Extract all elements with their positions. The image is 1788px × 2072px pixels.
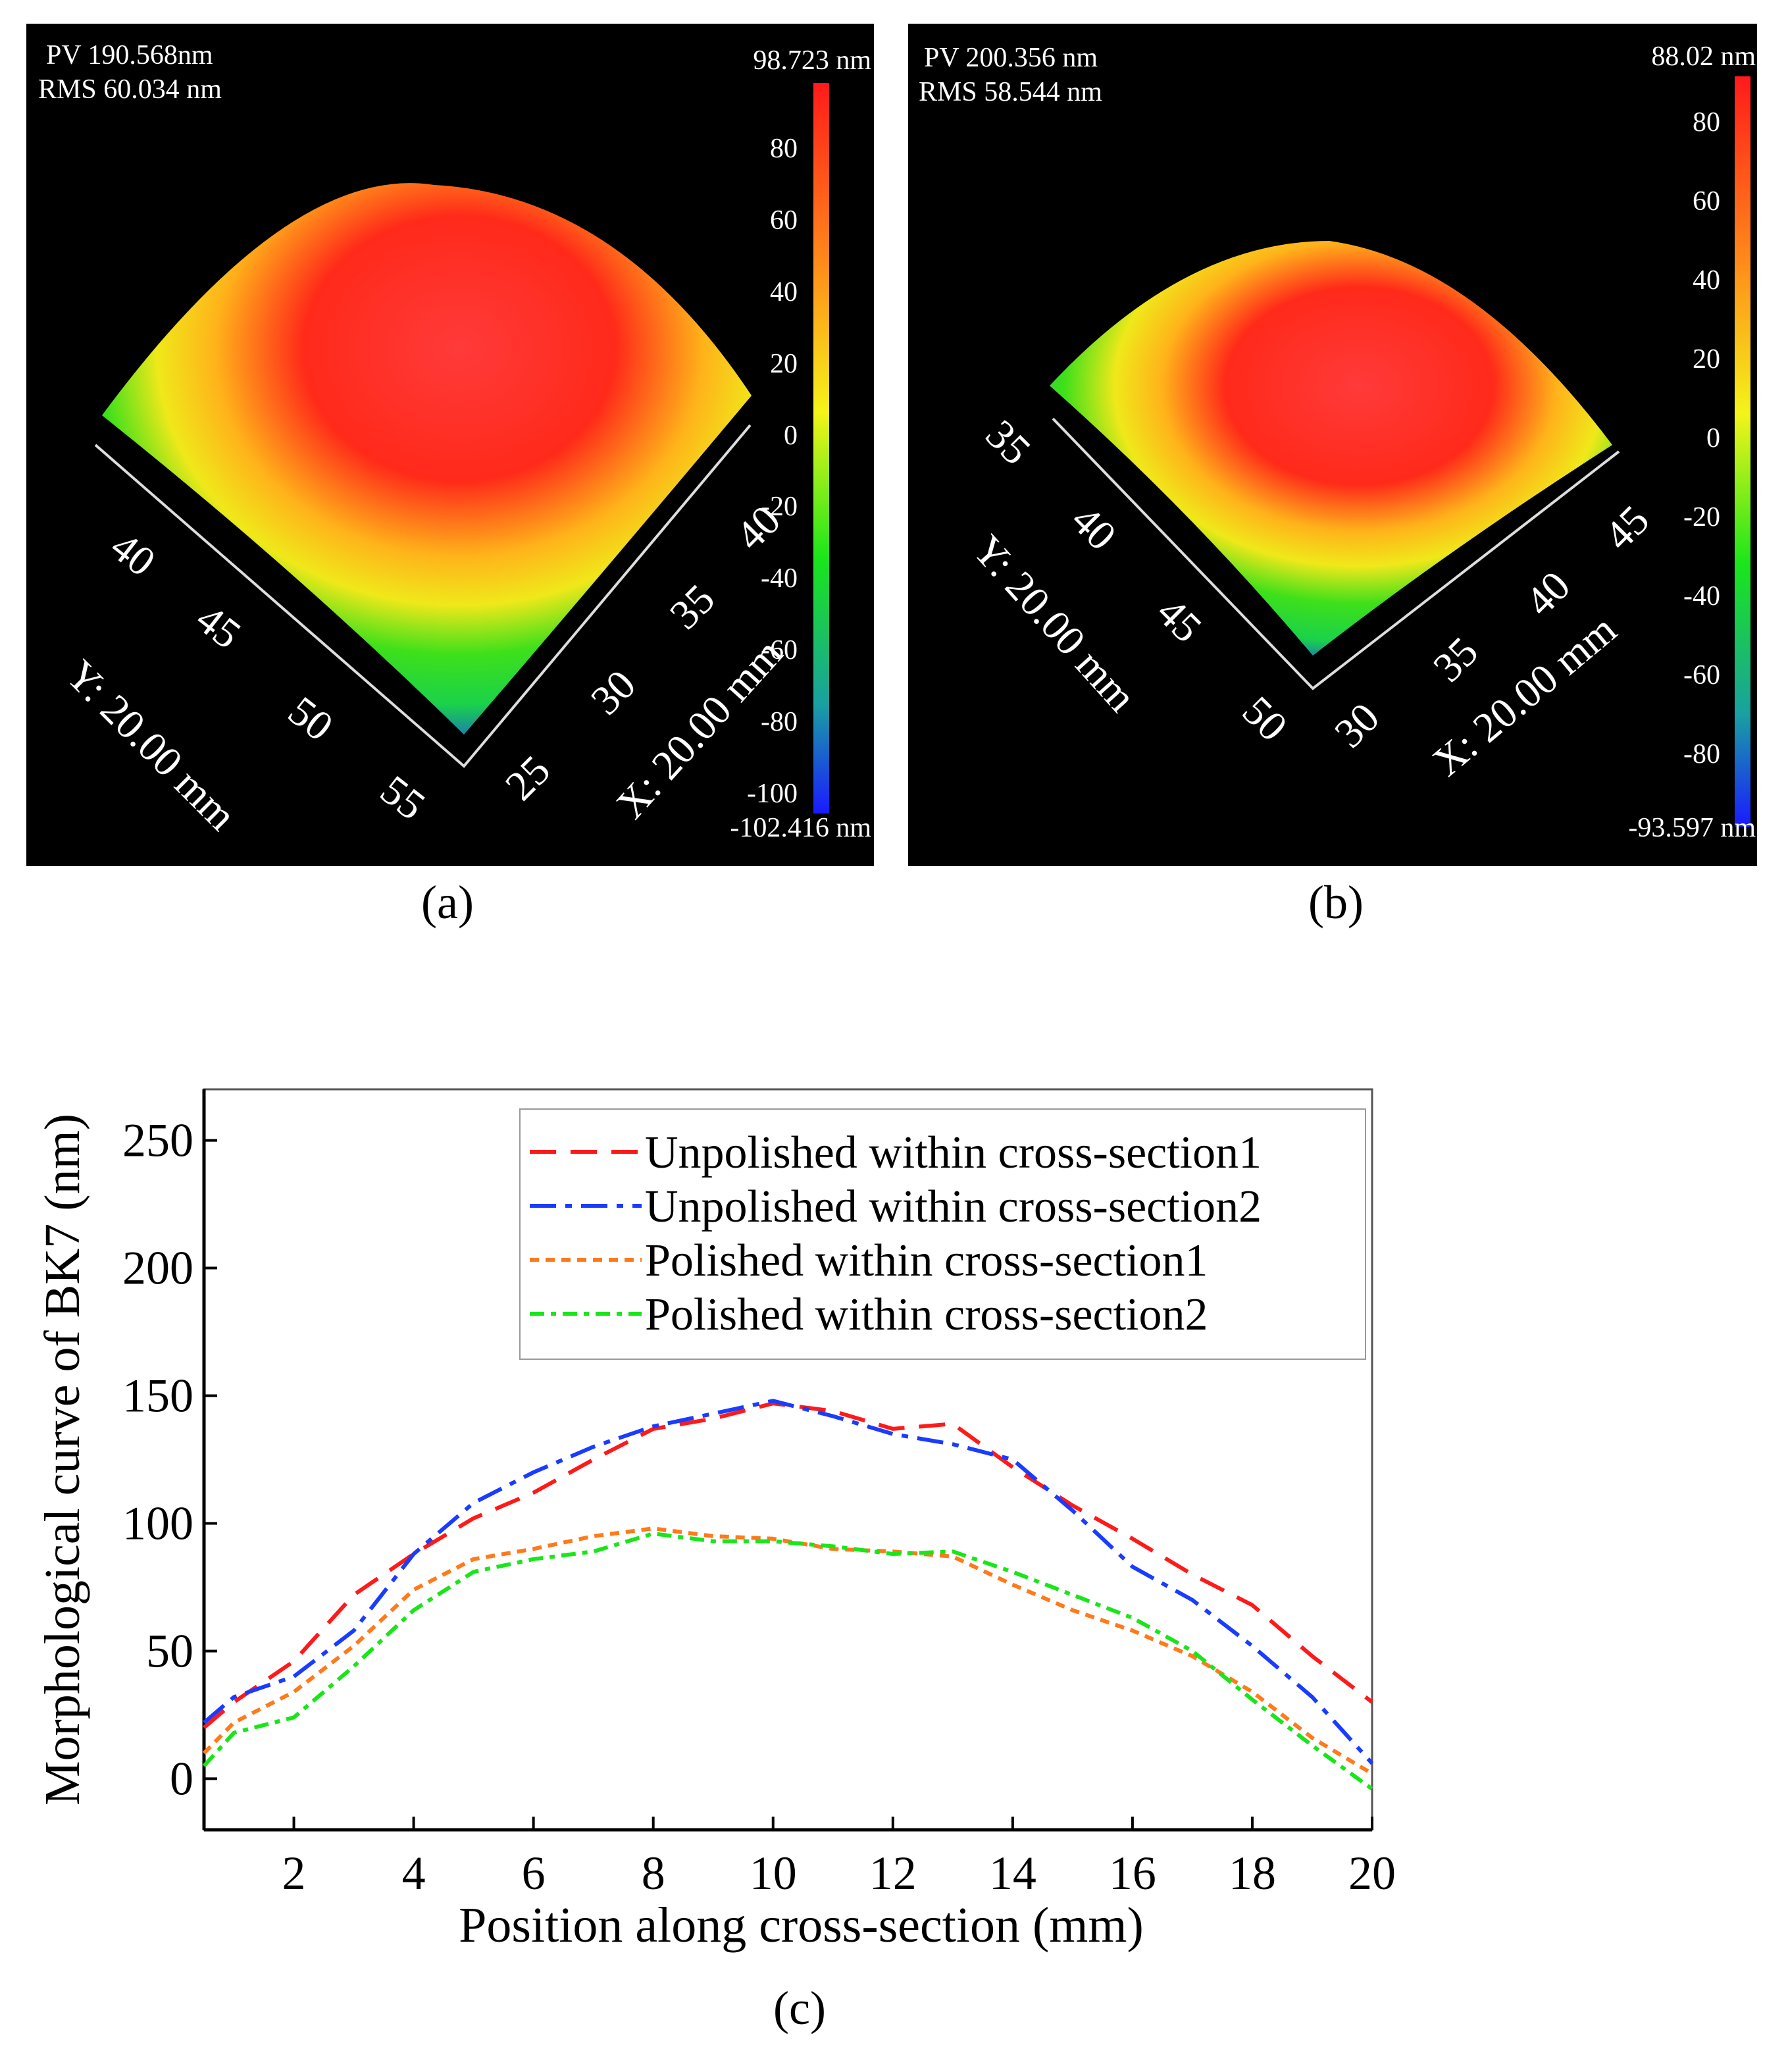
legend-box <box>519 1108 1366 1360</box>
y-tick-label: 250 <box>122 1114 193 1167</box>
x-tick-label: 18 <box>1229 1847 1276 1900</box>
pv-b: PV 200.356 nm <box>924 43 1098 73</box>
x-tick-label: 14 <box>989 1847 1036 1900</box>
x-tick-label: 12 <box>869 1847 917 1900</box>
legend-label-4: Polished within cross-section2 <box>645 1289 1208 1340</box>
caption-c: (c) <box>773 1982 826 2034</box>
colorbar-a-tick-5: -20 <box>761 492 798 523</box>
legend-label-3: Polished within cross-section1 <box>645 1235 1208 1286</box>
colorbar-b-tick-8: -80 <box>1683 739 1720 769</box>
pv-a: PV 190.568nm <box>46 40 213 70</box>
y-tick-label: 150 <box>122 1370 193 1422</box>
colorbar-max-a: 98.723 nm <box>753 45 871 76</box>
series-line-1 <box>203 1401 1373 1730</box>
colorbar-b-tick-3: 20 <box>1693 344 1720 375</box>
legend-label-2: Unpolished within cross-section2 <box>645 1181 1262 1232</box>
y-tick-label: 100 <box>122 1497 193 1549</box>
colorbar-a-tick-8: -80 <box>761 707 798 738</box>
series-line-2 <box>203 1399 1374 1765</box>
colorbar-b <box>1735 76 1750 827</box>
surface-plot-a <box>94 83 829 814</box>
surface-a <box>102 183 752 735</box>
colorbar-max-b: 88.02 nm <box>1651 41 1756 72</box>
surface-map-b: PV 200.356 nm RMS 58.544 nm 88.02 nm -93… <box>908 24 1757 866</box>
y-tick-label: 0 <box>170 1752 193 1805</box>
colorbar-b-tick-7: -60 <box>1683 660 1720 690</box>
colorbar-b-tick-0: 80 <box>1693 107 1720 138</box>
colorbar-a-tick-6: -40 <box>761 563 798 594</box>
axes-a <box>94 424 752 768</box>
x-tick-label: 20 <box>1348 1847 1396 1900</box>
caption-b: (b) <box>1308 876 1364 929</box>
x-tick-label: 10 <box>750 1847 797 1900</box>
rms-a: RMS 60.034 nm <box>38 74 222 105</box>
colorbar-a-tick-4: 0 <box>784 420 798 451</box>
rms-b: RMS 58.544 nm <box>919 77 1102 107</box>
x-tick-label: 4 <box>402 1847 426 1900</box>
colorbar-a-tick-1: 60 <box>770 205 798 236</box>
colorbar-a-tick-2: 40 <box>770 276 798 307</box>
x-axis-label: Position along cross-section (mm) <box>459 1898 1144 1953</box>
x-tick-label: 8 <box>642 1847 665 1900</box>
colorbar-a-tick-9: -100 <box>747 779 798 809</box>
colorbar-b-tick-2: 40 <box>1693 265 1720 296</box>
colorbar-a <box>813 83 829 814</box>
legend-label-1: Unpolished within cross-section1 <box>645 1127 1262 1178</box>
axes-b <box>1052 417 1620 690</box>
series-line-4 <box>202 1532 1373 1791</box>
colorbar-b-tick-5: -20 <box>1683 502 1720 532</box>
x-tick-label: 6 <box>522 1847 546 1900</box>
colorbar-min-b: -93.597 nm <box>1628 813 1756 843</box>
colorbar-b-tick-1: 60 <box>1693 186 1720 217</box>
y-tick-label: 50 <box>146 1624 193 1677</box>
colorbar-min-a: -102.416 nm <box>730 813 871 843</box>
colorbar-a-tick-0: 80 <box>770 134 798 164</box>
x-tick-label: 16 <box>1109 1847 1156 1900</box>
y-axis-label: Morphological curve of BK7 (nm) <box>35 1114 90 1805</box>
surface-plot-b <box>1050 76 1750 827</box>
surface-map-a: PV 190.568nm RMS 60.034 nm 98.723 nm -10… <box>26 24 874 866</box>
colorbar-b-tick-4: 0 <box>1706 423 1720 453</box>
series-line-3 <box>202 1526 1373 1776</box>
colorbar-b-tick-6: -40 <box>1683 581 1720 611</box>
caption-a: (a) <box>421 876 474 929</box>
surface-b <box>1050 241 1612 656</box>
x-tick-label: 2 <box>282 1847 306 1900</box>
colorbar-a-tick-3: 20 <box>770 348 798 379</box>
y-tick-label: 200 <box>122 1242 193 1295</box>
line-chart-c: 2 4 6 8 10 12 14 16 18 20050100150200250Position … <box>35 1088 1396 1953</box>
colorbar-a-tick-7: -60 <box>761 635 798 666</box>
